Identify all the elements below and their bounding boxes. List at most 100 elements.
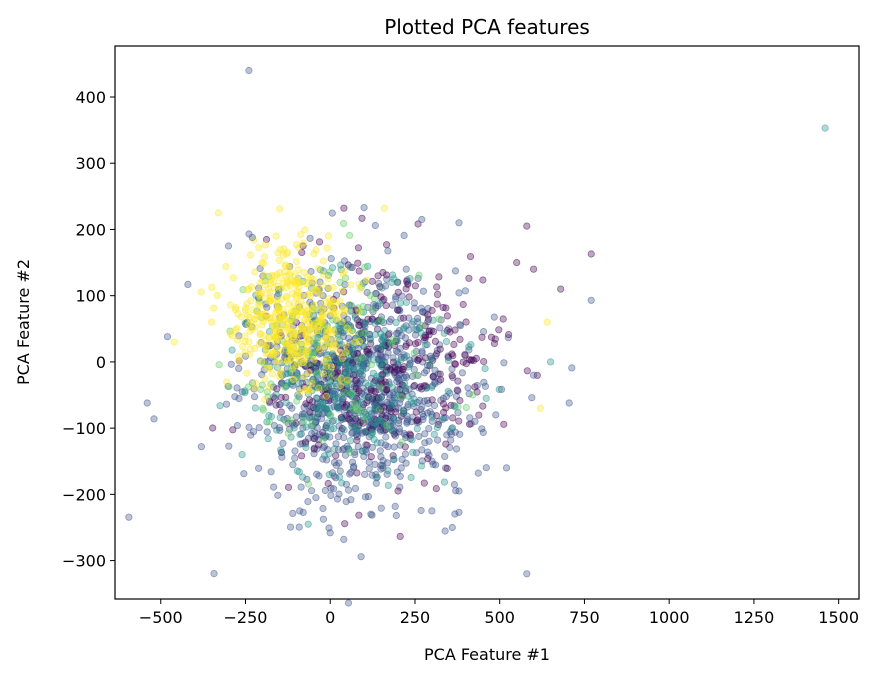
data-point: [363, 345, 372, 353]
data-point: [299, 473, 307, 481]
data-point: [443, 464, 451, 472]
data-point: [500, 420, 508, 428]
data-point: [415, 355, 423, 363]
data-point: [461, 287, 469, 295]
data-point: [409, 448, 417, 456]
data-point: [410, 299, 418, 307]
data-point: [359, 447, 367, 455]
y-axis: −300 −200 −100 0 100 200 300 400: [62, 88, 115, 571]
data-point: [353, 469, 361, 477]
data-point: [284, 483, 293, 491]
data-point: [233, 421, 241, 430]
data-point: [296, 388, 304, 396]
data-point: [310, 445, 318, 453]
data-point: [273, 318, 281, 326]
data-point: [438, 415, 447, 424]
data-point: [324, 232, 332, 240]
data-point: [355, 387, 363, 395]
data-point: [210, 569, 218, 578]
data-point: [282, 393, 290, 401]
data-point: [455, 289, 463, 297]
data-point: [325, 470, 333, 479]
data-point: [272, 299, 280, 307]
data-point: [410, 349, 418, 357]
data-point: [197, 288, 205, 296]
data-point: [273, 385, 281, 393]
data-point: [335, 490, 343, 498]
data-point: [414, 371, 422, 379]
data-point: [276, 414, 284, 422]
data-point: [228, 332, 236, 340]
data-point: [366, 336, 375, 344]
data-point: [247, 319, 255, 327]
data-point: [436, 370, 444, 378]
data-point: [340, 388, 348, 397]
data-point: [340, 535, 348, 544]
data-point: [288, 404, 296, 412]
data-point: [304, 273, 312, 281]
data-point: [215, 361, 223, 369]
data-point: [251, 404, 259, 412]
data-point: [378, 284, 386, 292]
data-point: [361, 470, 369, 478]
y-axis-label: PCA Feature #2: [14, 259, 33, 385]
data-point: [267, 380, 275, 388]
data-point: [390, 455, 398, 463]
data-point: [303, 279, 312, 287]
data-point: [337, 261, 345, 269]
data-point: [235, 364, 243, 372]
data-point: [370, 419, 378, 427]
data-point: [372, 474, 380, 482]
data-point: [436, 324, 444, 332]
data-point: [431, 461, 440, 469]
data-point: [291, 454, 299, 462]
data-point: [224, 242, 233, 250]
data-point: [440, 329, 448, 337]
data-point: [399, 409, 407, 417]
data-point: [342, 341, 350, 350]
data-point: [273, 326, 281, 334]
data-point: [513, 258, 521, 267]
data-point: [244, 383, 252, 391]
data-point: [279, 439, 287, 447]
data-point: [293, 374, 301, 382]
data-point: [415, 271, 423, 279]
data-point: [391, 408, 400, 416]
data-point: [326, 529, 334, 537]
data-point: [427, 355, 435, 363]
data-point: [492, 411, 500, 419]
data-point: [301, 226, 309, 234]
data-point: [444, 356, 452, 365]
data-point: [342, 369, 350, 377]
data-point: [342, 400, 351, 409]
data-point: [361, 329, 369, 337]
data-point: [461, 351, 469, 359]
data-point: [285, 300, 293, 308]
data-point: [246, 345, 255, 353]
data-point: [367, 510, 375, 518]
data-point: [307, 267, 315, 276]
data-point: [337, 416, 345, 424]
data-point: [352, 426, 360, 434]
data-point: [282, 417, 290, 425]
data-point: [454, 409, 462, 417]
data-point: [466, 253, 475, 261]
data-point: [247, 297, 255, 305]
data-point: [319, 281, 327, 289]
data-point: [393, 306, 402, 314]
data-point: [282, 292, 290, 300]
data-point: [376, 360, 384, 368]
data-point: [251, 384, 259, 392]
data-point: [338, 354, 346, 362]
data-point: [313, 339, 321, 347]
data-point: [267, 468, 275, 476]
data-point: [297, 231, 305, 239]
data-point: [444, 387, 452, 395]
data-point: [328, 264, 337, 272]
data-point: [451, 267, 460, 275]
data-point: [355, 308, 363, 316]
data-point: [587, 250, 595, 258]
data-point: [406, 359, 414, 367]
data-point: [428, 413, 436, 421]
data-point: [293, 467, 301, 475]
